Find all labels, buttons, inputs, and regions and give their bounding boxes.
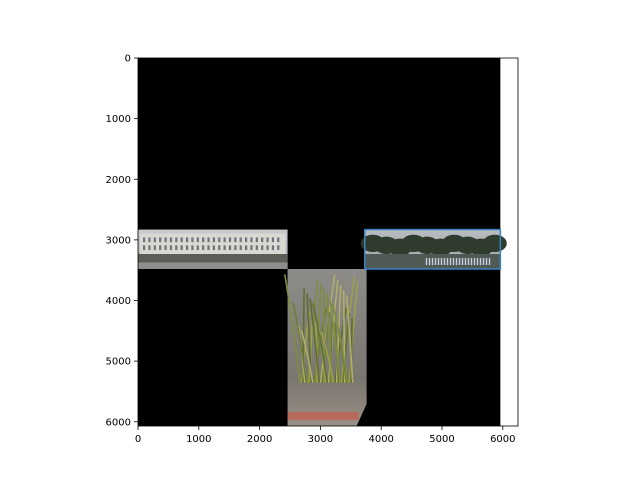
y-tick-label: 4000 bbox=[106, 296, 131, 307]
x-tick-label: 0 bbox=[135, 434, 141, 445]
y-tick-label: 0 bbox=[125, 54, 131, 65]
x-tick-label: 2000 bbox=[247, 434, 272, 445]
panel-center-plants bbox=[284, 268, 367, 426]
x-tick-label: 4000 bbox=[368, 434, 393, 445]
y-tick-label: 2000 bbox=[106, 175, 131, 186]
panel-right-trees bbox=[360, 229, 507, 269]
panel-left-building bbox=[138, 229, 288, 269]
x-axis: 0 1000 2000 3000 4000 5000 6000 bbox=[135, 426, 516, 445]
plot-area bbox=[137, 57, 519, 427]
x-tick-label: 6000 bbox=[490, 434, 515, 445]
y-tick-label: 6000 bbox=[106, 417, 131, 428]
highlight-box bbox=[364, 228, 502, 270]
x-tick-label: 5000 bbox=[429, 434, 454, 445]
y-axis: 0 1000 2000 3000 4000 5000 6000 bbox=[106, 54, 138, 428]
y-tick-label: 3000 bbox=[106, 235, 131, 246]
x-tick-label: 3000 bbox=[308, 434, 333, 445]
x-tick-label: 1000 bbox=[186, 434, 211, 445]
y-tick-label: 5000 bbox=[106, 357, 131, 368]
y-tick-label: 1000 bbox=[106, 114, 131, 125]
axes-frame bbox=[137, 57, 519, 427]
